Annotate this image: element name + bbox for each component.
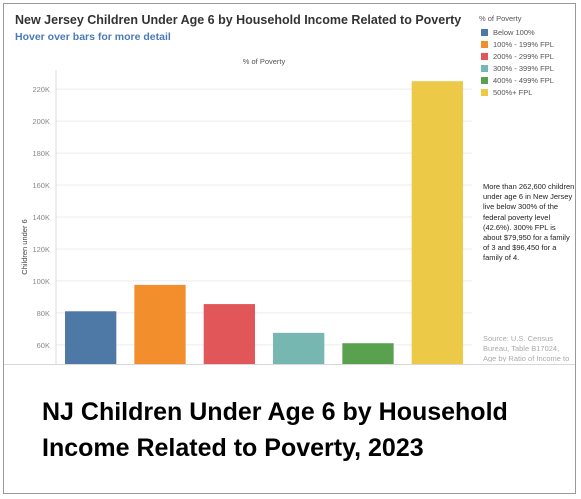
figure-caption: NJ Children Under Age 6 by Household Inc… bbox=[42, 398, 508, 462]
source-note: Source: U.S. Census Bureau, Table B17024… bbox=[483, 334, 570, 362]
bar bbox=[273, 332, 325, 364]
legend-label: 100% - 199% FPL bbox=[493, 39, 554, 49]
bar bbox=[411, 81, 463, 364]
legend-swatch bbox=[481, 88, 488, 96]
bar-chart: % of Poverty 60K 80K 100K 120K 140K 160K 180K 20… bbox=[20, 57, 472, 364]
legend-label: 400% - 499% FPL bbox=[493, 75, 554, 85]
legend-label: 200% - 299% FPL bbox=[493, 51, 554, 61]
legend-title: % of Poverty bbox=[479, 14, 522, 23]
legend-item[interactable]: 300% - 399% FPL bbox=[481, 62, 554, 74]
legend-swatch bbox=[481, 28, 488, 36]
y-tick-label: 100K bbox=[32, 277, 50, 286]
legend-swatch bbox=[481, 52, 488, 60]
legend-item[interactable]: Below 100% bbox=[481, 26, 554, 38]
y-tick-label: 80K bbox=[37, 309, 50, 318]
bar bbox=[203, 304, 255, 364]
chart-title: New Jersey Children Under Age 6 by House… bbox=[15, 13, 462, 27]
bar bbox=[342, 343, 394, 364]
y-tick-label: 200K bbox=[32, 117, 50, 126]
bar bbox=[134, 284, 186, 364]
y-tick-label: 160K bbox=[32, 181, 50, 190]
y-axis-title: Children under 6 bbox=[20, 219, 29, 274]
legend-swatch bbox=[481, 64, 488, 72]
legend-label: 500%+ FPL bbox=[493, 87, 533, 97]
legend-swatch bbox=[481, 40, 488, 48]
chart-subtitle: Hover over bars for more detail bbox=[15, 31, 171, 43]
y-tick-label: 60K bbox=[37, 341, 50, 350]
figure-frame: New Jersey Children Under Age 6 by House… bbox=[3, 3, 576, 494]
legend: Below 100% 100% - 199% FPL 200% - 299% F… bbox=[481, 26, 554, 98]
y-tick-label: 220K bbox=[32, 85, 50, 94]
bar bbox=[65, 311, 117, 364]
legend-item[interactable]: 200% - 299% FPL bbox=[481, 50, 554, 62]
y-tick-label: 120K bbox=[32, 245, 50, 254]
legend-item[interactable]: 400% - 499% FPL bbox=[481, 74, 554, 86]
column-header: % of Poverty bbox=[243, 57, 286, 66]
legend-label: Below 100% bbox=[493, 27, 535, 37]
annotation-text: More than 262,600 children under age 6 i… bbox=[483, 182, 575, 263]
legend-swatch bbox=[481, 76, 488, 84]
legend-item[interactable]: 100% - 199% FPL bbox=[481, 38, 554, 50]
legend-item[interactable]: 500%+ FPL bbox=[481, 86, 554, 98]
divider bbox=[4, 364, 575, 365]
legend-label: 300% - 399% FPL bbox=[493, 63, 554, 73]
y-tick-label: 140K bbox=[32, 213, 50, 222]
y-tick-label: 180K bbox=[32, 149, 50, 158]
dashboard-viz: New Jersey Children Under Age 6 by House… bbox=[4, 4, 575, 364]
